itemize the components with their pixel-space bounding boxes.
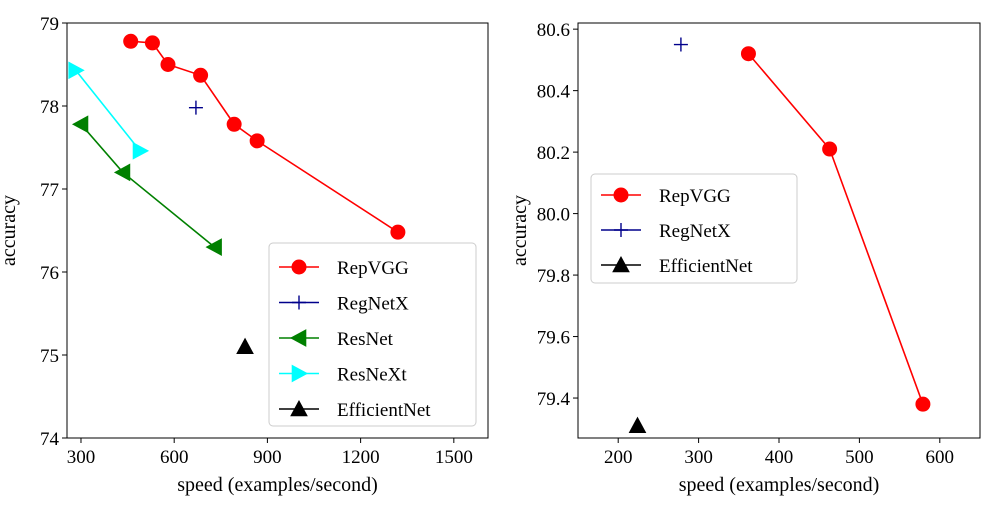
data-point — [673, 37, 688, 52]
y-tick-label: 75 — [40, 346, 59, 367]
legend-marker — [612, 255, 630, 273]
y-tick-label: 74 — [40, 429, 60, 450]
y-tick-label: 79.4 — [537, 389, 571, 410]
legend-label: ResNet — [337, 329, 394, 350]
legend-box — [590, 173, 798, 284]
legend: RepVGG RegNetX ResNet ResNeXt EfficientNet — [268, 242, 477, 427]
x-tick-label: 600 — [160, 447, 189, 468]
y-axis-label: accuracy — [509, 195, 531, 266]
y-tick-label: 79 — [40, 14, 59, 35]
x-tick-label: 600 — [926, 447, 955, 468]
series-repvgg — [123, 33, 406, 240]
data-point — [822, 141, 838, 157]
y-tick-label: 79.6 — [537, 328, 570, 349]
data-point — [236, 337, 254, 354]
y-axis-label: accuracy — [0, 195, 20, 266]
y-tick-label: 77 — [40, 180, 59, 201]
data-point — [144, 35, 160, 51]
legend-marker — [289, 329, 307, 347]
x-tick-label: 500 — [845, 447, 874, 468]
legend-marker — [291, 364, 309, 383]
data-point — [71, 115, 89, 134]
legend-marker — [290, 399, 308, 417]
y-tick-label: 76 — [40, 263, 59, 284]
x-tick-label: 1500 — [435, 447, 473, 468]
chart-panel-1: 300 600 900 1200 1500 74 75 76 77 78 79 speed (exam… — [0, 14, 489, 496]
legend-box — [268, 242, 477, 427]
y-tick-label: 78 — [40, 97, 59, 118]
data-point — [915, 396, 931, 412]
data-point — [740, 46, 756, 62]
legend-marker — [291, 259, 307, 275]
data-point — [628, 416, 647, 434]
series-line — [75, 69, 141, 152]
data-point — [205, 238, 222, 256]
x-axis-label: speed (examples/second) — [679, 474, 879, 496]
y-tick-label: 80.0 — [537, 205, 570, 226]
legend-marker — [614, 223, 628, 237]
axes-frame — [577, 22, 981, 439]
x-tick-label: 200 — [604, 447, 633, 468]
series-resnet — [71, 115, 222, 256]
legend-marker — [292, 295, 306, 310]
x-axis-label: speed (examples/second) — [177, 474, 377, 496]
legend-label: EfficientNet — [659, 256, 753, 277]
chart-panel-2: 200 300 400 500 600 79.4 79.6 79.8 80.0 80.2 80.4 8… — [509, 20, 981, 496]
y-tick-label: 80.2 — [537, 143, 570, 164]
data-point — [123, 33, 139, 49]
series-efficientnet — [236, 337, 254, 354]
axes-frame — [66, 22, 489, 439]
legend-label: ResNeXt — [337, 365, 407, 386]
series-regnetx — [188, 100, 203, 115]
series-resnext — [68, 61, 150, 160]
y-tick-label: 80.4 — [537, 82, 571, 103]
data-point — [68, 61, 85, 80]
series-line — [80, 123, 216, 248]
x-tick-label: 400 — [765, 447, 794, 468]
y-tick-label: 80.6 — [537, 20, 570, 41]
data-point — [132, 141, 150, 160]
data-point — [249, 133, 265, 149]
data-point — [113, 163, 131, 182]
series-efficientnet — [628, 416, 647, 434]
x-tick-label: 300 — [684, 447, 713, 468]
data-point — [160, 57, 176, 72]
data-point — [193, 67, 209, 83]
y-tick-label: 79.8 — [537, 266, 570, 287]
legend-label: EfficientNet — [337, 400, 431, 421]
series-repvgg — [740, 46, 931, 412]
legend-marker — [613, 187, 629, 203]
x-tick-label: 1200 — [342, 447, 380, 468]
x-tick-label: 900 — [253, 447, 282, 468]
x-tick-label: 300 — [67, 447, 96, 468]
series-regnetx — [673, 37, 688, 52]
legend: RepVGG RegNetX EfficientNet — [590, 173, 798, 284]
legend-label: RepVGG — [337, 258, 409, 279]
legend-label: RegNetX — [337, 294, 409, 315]
legend-label: RegNetX — [659, 221, 731, 242]
legend-label: RepVGG — [659, 186, 731, 207]
data-point — [390, 224, 406, 240]
data-point — [226, 116, 242, 132]
data-point — [188, 100, 203, 115]
